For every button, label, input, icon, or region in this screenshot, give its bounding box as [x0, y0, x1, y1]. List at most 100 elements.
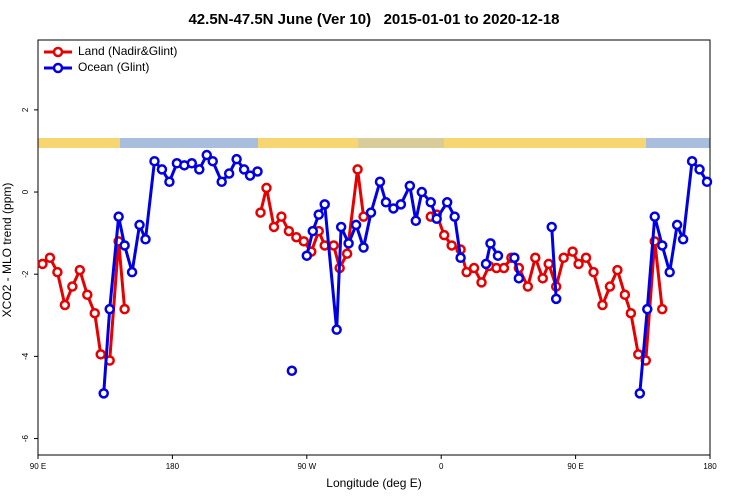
data-point — [634, 388, 646, 399]
data-point — [485, 238, 496, 249]
data-point — [395, 199, 407, 210]
data-point — [301, 250, 313, 261]
data-point — [612, 264, 623, 276]
data-point — [252, 166, 263, 177]
data-point — [530, 252, 541, 264]
x-tick-label: 90 E — [30, 462, 46, 471]
data-point — [186, 158, 198, 169]
y-axis-label: XCO2 - MLO trend (ppm) — [0, 183, 14, 318]
land-band — [258, 138, 358, 148]
data-point — [164, 176, 175, 188]
data-point — [358, 211, 369, 222]
data-point — [238, 164, 250, 175]
land-band — [38, 138, 120, 148]
land-mask-strip — [38, 138, 710, 148]
chart-title: 42.5N-47.5N June (Ver 10) 2015-01-01 to … — [188, 11, 559, 28]
x-tick-label: 0 — [439, 462, 444, 471]
data-point — [52, 266, 63, 278]
data-point — [352, 164, 363, 175]
data-point — [113, 211, 124, 222]
x-axis-label: Longitude (deg E) — [326, 476, 421, 490]
data-point — [656, 303, 668, 315]
data-point — [625, 307, 637, 319]
data-point — [350, 219, 362, 231]
data-point — [446, 240, 457, 251]
data-point — [261, 182, 272, 194]
data-point — [686, 155, 698, 167]
series-line — [41, 167, 664, 362]
y-tick-label: -4 — [21, 352, 30, 360]
legend-label: Land (Nadir&Glint) — [78, 44, 177, 58]
data-point — [223, 168, 235, 179]
data-point — [67, 281, 78, 292]
data-point — [104, 303, 115, 315]
data-point — [580, 252, 592, 264]
data-point — [642, 303, 653, 315]
data-point — [513, 273, 525, 284]
data-point — [677, 234, 689, 245]
data-point — [201, 149, 212, 161]
x-tick-label: 90 W — [297, 462, 316, 471]
data-point — [119, 303, 130, 315]
data-point — [194, 164, 205, 175]
data-point — [98, 388, 109, 399]
data-point — [492, 250, 504, 261]
data-point — [149, 155, 160, 167]
data-point — [44, 252, 56, 264]
data-point — [558, 252, 569, 264]
data-point — [664, 266, 675, 278]
data-point — [619, 289, 631, 301]
data-point — [388, 203, 399, 214]
data-point — [126, 266, 138, 278]
x-tick-label: 180 — [166, 462, 180, 471]
data-point — [89, 307, 100, 319]
data-point — [37, 258, 48, 270]
data-point — [319, 199, 330, 210]
data-point — [649, 211, 660, 222]
data-point — [365, 207, 377, 218]
data-point — [498, 262, 510, 274]
data-point — [604, 281, 616, 292]
data-point — [468, 262, 480, 274]
data-point — [231, 153, 242, 165]
data-point — [119, 240, 130, 251]
data-point — [380, 197, 392, 208]
data-point — [416, 186, 428, 198]
data-point — [216, 176, 227, 188]
data-point — [156, 164, 168, 175]
data-point — [82, 289, 93, 301]
y-tick-label: 0 — [21, 189, 30, 194]
data-point — [633, 349, 644, 360]
data-point — [476, 277, 487, 288]
data-point — [207, 155, 218, 167]
data-point — [244, 170, 256, 181]
y-tick-label: -6 — [21, 434, 30, 442]
data-point — [59, 299, 71, 311]
data-point — [425, 197, 436, 208]
mixed-band — [358, 138, 444, 148]
ocean-band — [120, 138, 258, 148]
legend-marker — [52, 62, 64, 74]
data-point — [313, 209, 324, 220]
data-point — [573, 258, 584, 270]
data-point — [343, 238, 354, 249]
data-point — [95, 349, 106, 360]
data-point — [286, 365, 298, 377]
data-point — [567, 246, 578, 257]
y-tick-label: 2 — [21, 107, 30, 112]
data-point — [298, 236, 310, 247]
data-point — [701, 176, 713, 188]
data-point — [550, 293, 562, 305]
data-point — [522, 281, 534, 292]
data-point — [410, 215, 422, 227]
ocean-band — [646, 138, 710, 148]
data-point — [358, 242, 369, 253]
data-point — [341, 248, 353, 259]
legend-marker — [52, 46, 64, 58]
plot-frame — [37, 39, 711, 456]
data-point — [543, 258, 554, 270]
data-point — [588, 266, 599, 278]
data-point — [134, 219, 145, 231]
data-point — [268, 221, 280, 233]
data-point — [276, 211, 287, 222]
